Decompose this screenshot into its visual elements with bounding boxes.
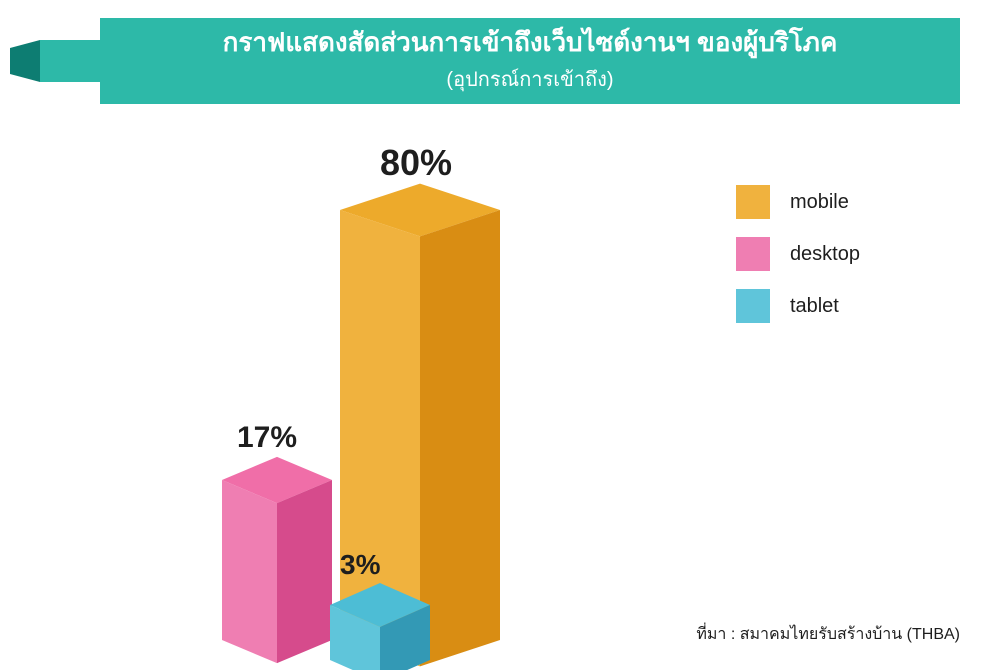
legend-swatch-icon xyxy=(736,185,770,219)
legend-item-mobile: mobile xyxy=(736,185,860,219)
legend-swatch-icon xyxy=(736,289,770,323)
chart-subtitle: (อุปกรณ์การเข้าถึง) xyxy=(446,63,613,95)
header: กราฟแสดงสัดส่วนการเข้าถึงเว็บไซต์งานฯ ขอ… xyxy=(0,18,960,104)
legend: mobile desktop tablet xyxy=(736,185,860,341)
legend-label: tablet xyxy=(790,295,839,318)
bar-value-tablet: 3% xyxy=(340,549,380,581)
legend-item-desktop: desktop xyxy=(736,237,860,271)
chart-title: กราฟแสดงสัดส่วนการเข้าถึงเว็บไซต์งานฯ ขอ… xyxy=(223,27,838,58)
bar-chart-3d: 80%17%3% xyxy=(130,130,560,640)
title-banner: กราฟแสดงสัดส่วนการเข้าถึงเว็บไซต์งานฯ ขอ… xyxy=(100,18,960,104)
legend-label: desktop xyxy=(790,243,860,266)
bar-tablet: 3% xyxy=(130,130,560,640)
legend-item-tablet: tablet xyxy=(736,289,860,323)
legend-label: mobile xyxy=(790,191,849,214)
legend-swatch-icon xyxy=(736,237,770,271)
source-text: ที่มา : สมาคมไทยรับสร้างบ้าน (THBA) xyxy=(696,622,960,647)
